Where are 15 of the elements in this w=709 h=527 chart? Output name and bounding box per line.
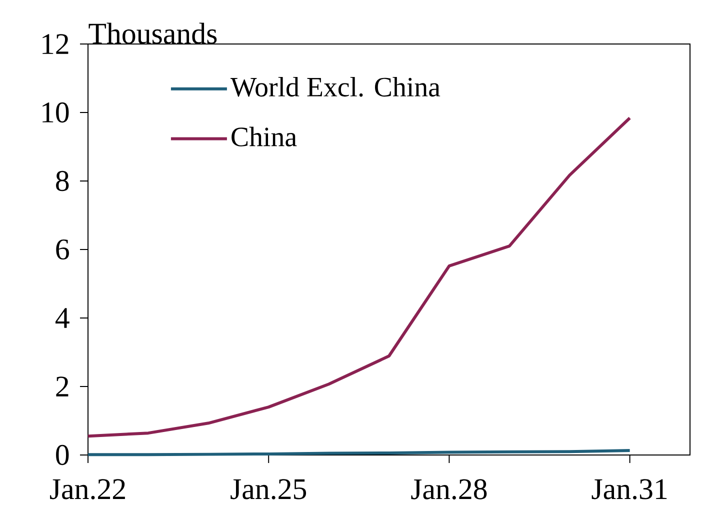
y-tick-label: 0: [56, 444, 69, 466]
line-series: [86, 116, 632, 438]
y-tick-label: 12: [42, 34, 68, 54]
x-tick-label: Jan.28: [411, 479, 487, 500]
y-tick-label: 10: [42, 102, 69, 123]
y-tick-label: 8: [56, 170, 69, 192]
y-tick-label: 4: [55, 308, 70, 328]
y-tick-label: 2: [56, 376, 68, 396]
y-axis-title: Thousands: [88, 22, 217, 44]
y-tick-label: 6: [56, 239, 69, 260]
legend-label: World Excl. China: [230, 76, 440, 97]
x-tick-label: Jan.22: [50, 479, 125, 500]
x-tick-label: Jan.25: [230, 479, 306, 500]
x-tick-label: Jan.31: [592, 479, 667, 500]
legend-label: China: [232, 126, 297, 146]
